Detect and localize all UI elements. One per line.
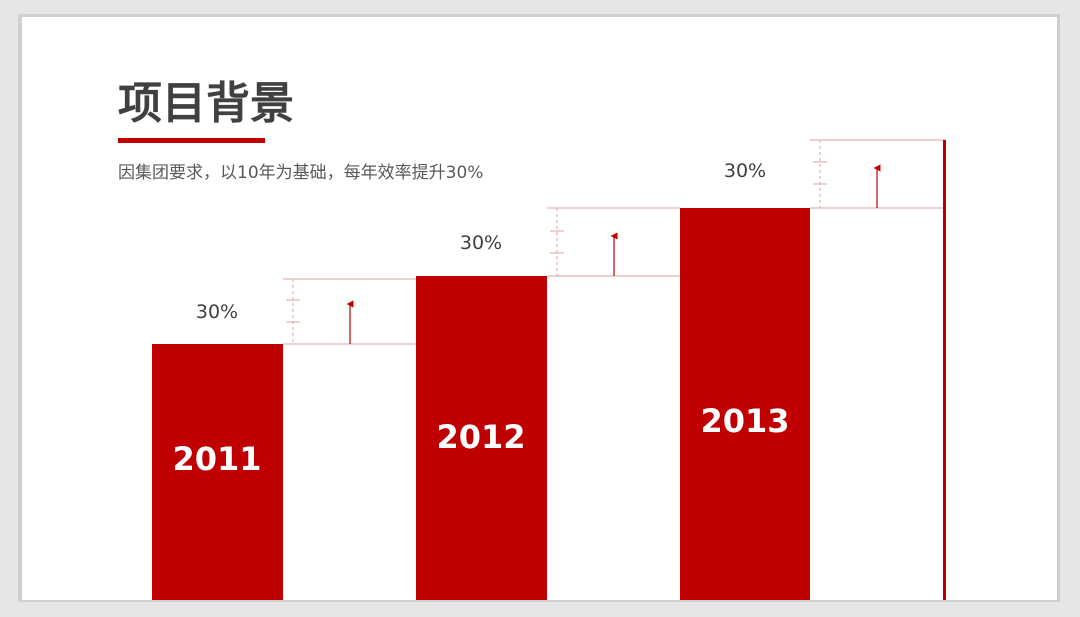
year-label: 2013 xyxy=(700,402,789,440)
title-underline xyxy=(118,138,265,143)
year-label: 2012 xyxy=(436,418,525,456)
year-label: 2011 xyxy=(172,440,261,478)
subtitle: 因集团要求，以10年为基础，每年效率提升30% xyxy=(118,163,483,183)
title: 项目背景 xyxy=(118,78,294,129)
increase-label: 30% xyxy=(724,160,766,182)
end-bar xyxy=(943,140,946,600)
step-bar xyxy=(416,276,547,600)
increase-label: 30% xyxy=(196,301,238,323)
step-bar xyxy=(680,208,810,600)
step-bar xyxy=(152,344,283,600)
increase-label: 30% xyxy=(460,232,502,254)
